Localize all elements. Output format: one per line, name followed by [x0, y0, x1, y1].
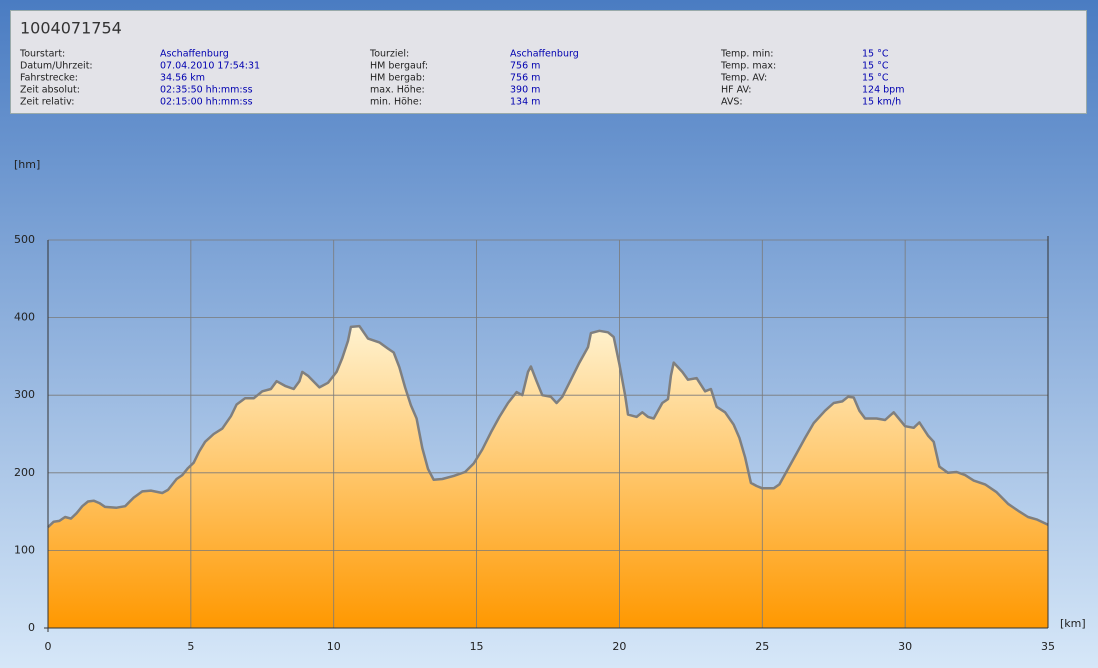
x-tick-label: 35	[1041, 640, 1055, 653]
field-value: 15 °C	[862, 49, 889, 60]
field-value: 390 m	[510, 85, 540, 96]
field-value: 124 bpm	[862, 85, 904, 96]
field-label: Temp. AV:	[720, 73, 767, 84]
x-tick-label: 15	[470, 640, 484, 653]
x-tick-label: 5	[187, 640, 194, 653]
y-tick-label: 0	[28, 621, 35, 634]
elevation-line	[47, 324, 1049, 529]
field-label: max. Höhe:	[370, 85, 425, 96]
field-label: Tourziel:	[369, 49, 409, 60]
field-value: 15 km/h	[862, 97, 901, 108]
field-label: Fahrstrecke:	[20, 73, 78, 84]
field-value: 02:15:00 hh:mm:ss	[160, 97, 253, 108]
field-value: 02:35:50 hh:mm:ss	[160, 85, 253, 96]
field-value: 756 m	[510, 61, 540, 72]
x-tick-label: 25	[755, 640, 769, 653]
field-label: min. Höhe:	[370, 97, 422, 108]
field-label: HM bergab:	[370, 73, 425, 84]
x-axis-title: [km]	[1060, 617, 1086, 630]
field-label: Temp. min:	[720, 49, 773, 60]
y-tick-label: 200	[14, 466, 35, 479]
field-label: AVS:	[721, 97, 743, 108]
tour-title: 1004071754	[20, 19, 122, 38]
field-label: HF AV:	[721, 85, 751, 96]
y-tick-label: 300	[14, 388, 35, 401]
y-axis-title: [hm]	[14, 158, 40, 171]
x-tick-label: 30	[898, 640, 912, 653]
field-label: Temp. max:	[720, 61, 776, 72]
field-value: Aschaffenburg	[510, 49, 579, 60]
field-label: Zeit absolut:	[20, 85, 80, 96]
info-panel	[10, 10, 1087, 114]
y-tick-label: 500	[14, 233, 35, 246]
field-value: 07.04.2010 17:54:31	[160, 61, 260, 72]
x-tick-label: 20	[612, 640, 626, 653]
field-label: HM bergauf:	[370, 61, 428, 72]
field-value: 134 m	[510, 97, 540, 108]
y-tick-label: 400	[14, 311, 35, 324]
field-value: 34.56 km	[160, 73, 205, 84]
field-value: Aschaffenburg	[160, 49, 229, 60]
y-tick-label: 100	[14, 543, 35, 556]
field-value: 756 m	[510, 73, 540, 84]
field-label: Zeit relativ:	[20, 97, 74, 108]
elevation-area	[48, 326, 1048, 628]
field-label: Tourstart:	[19, 49, 65, 60]
field-value: 15 °C	[862, 61, 889, 72]
x-tick-label: 0	[45, 640, 52, 653]
x-tick-label: 10	[327, 640, 341, 653]
field-value: 15 °C	[862, 73, 889, 84]
field-label: Datum/Uhrzeit:	[20, 61, 93, 72]
